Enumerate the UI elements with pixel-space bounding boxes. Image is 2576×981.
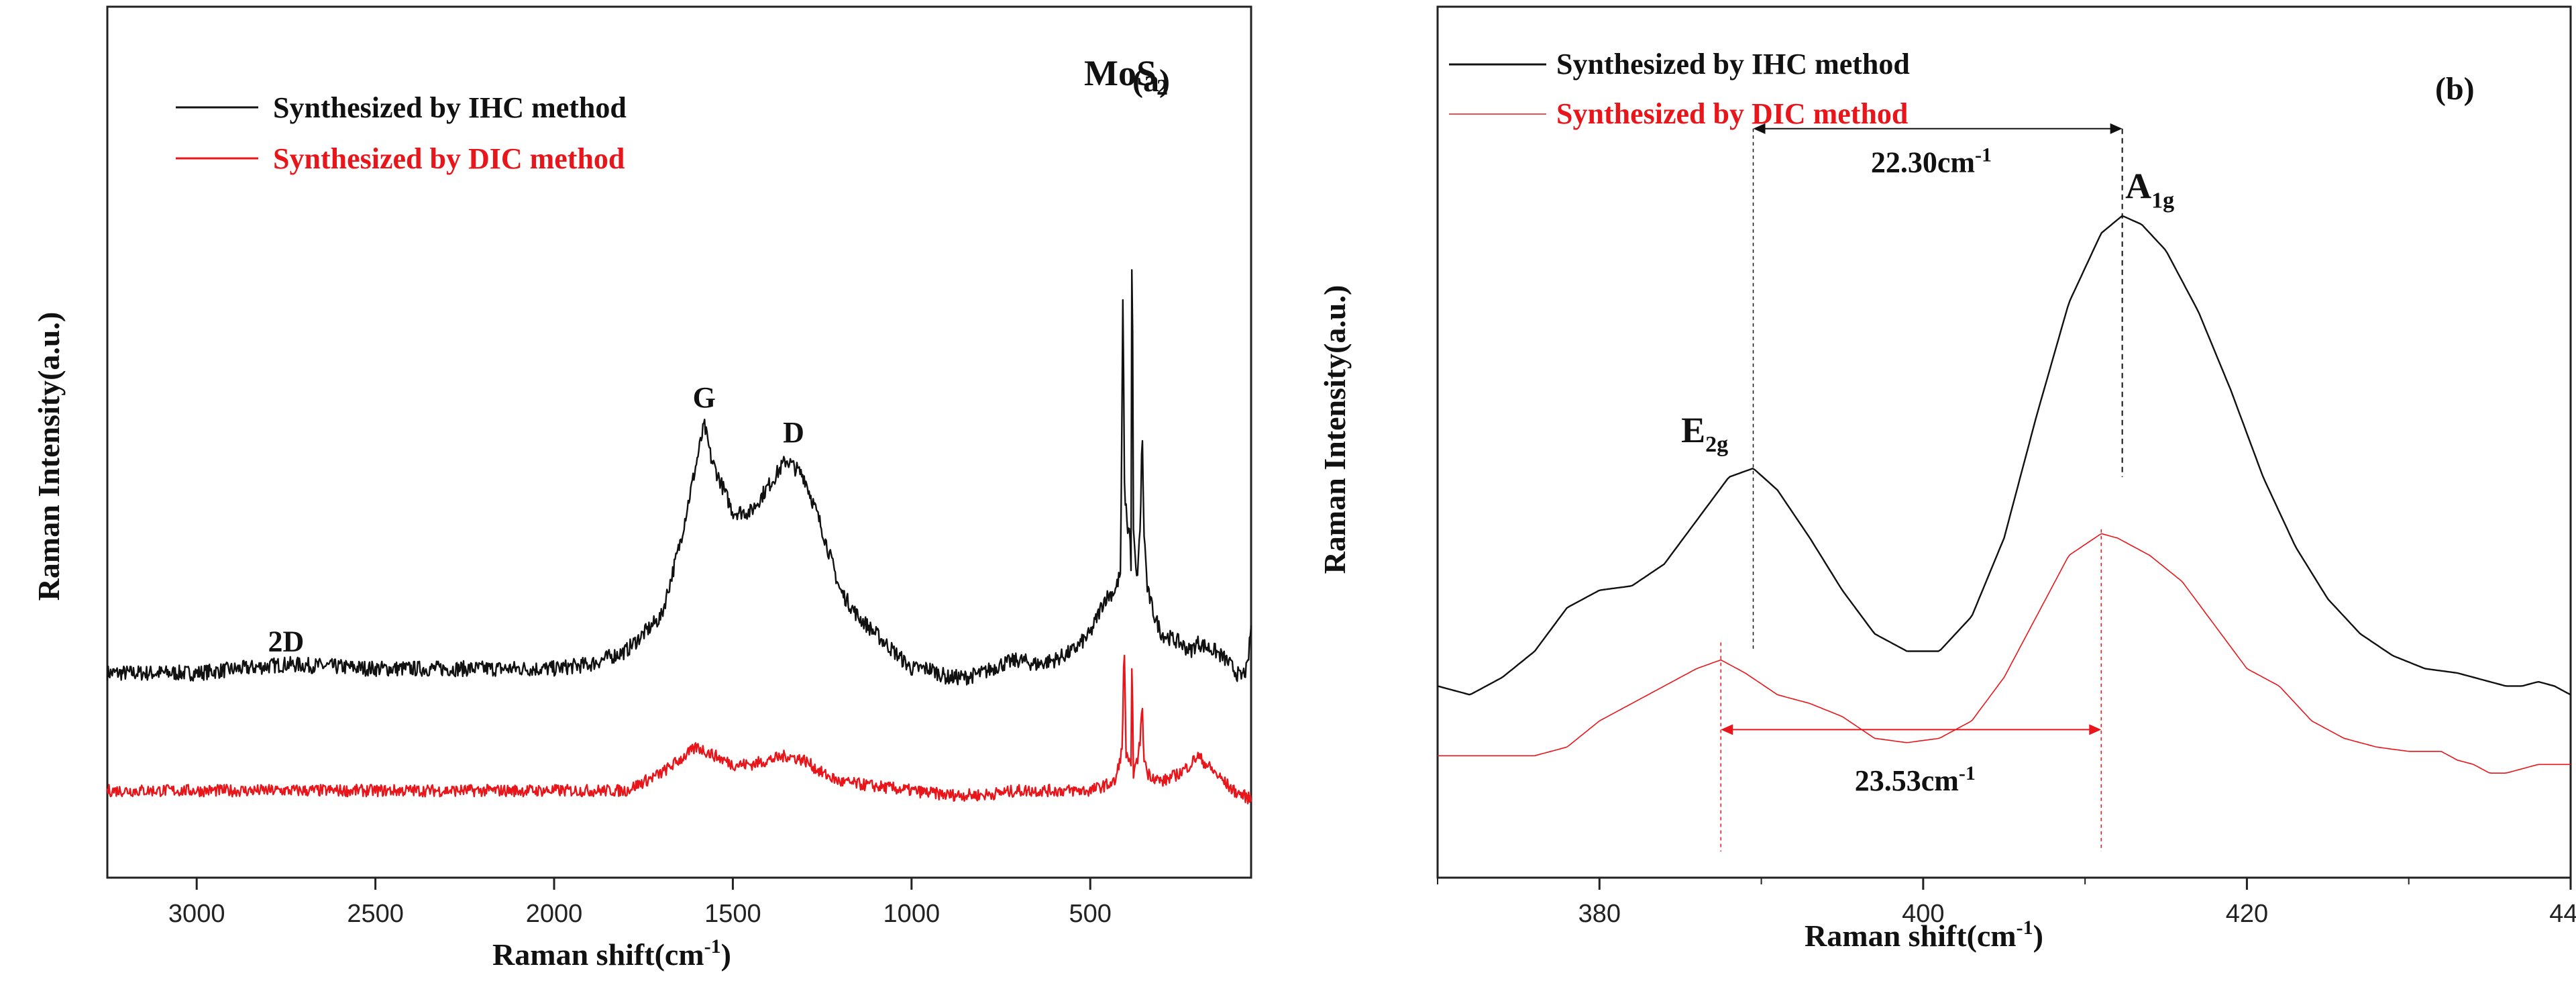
annotation-subscript: 1g	[2151, 189, 2174, 213]
annotation-text: 2D	[268, 625, 305, 658]
annotation-text: 22.30cm	[1871, 146, 1975, 179]
panel-b-legend: Synthesized by IHC method Synthesized by…	[1449, 48, 1910, 130]
panel-a-y-axis-label: Raman Intensity(a.u.)	[32, 312, 66, 601]
legend-label-ihc: Synthesized by IHC method	[273, 91, 627, 124]
annotation-label: D	[783, 416, 804, 449]
annotation-label: 22.30cm-1	[1871, 144, 1992, 179]
annotation-label: 2D	[268, 625, 305, 658]
legend-label-dic: Synthesized by DIC method	[1556, 97, 1908, 130]
x-tick-label: 2000	[526, 900, 583, 928]
annotation-text: D	[783, 416, 804, 449]
legend-label-ihc: Synthesized by IHC method	[1556, 48, 1910, 81]
x-tick-label: 420	[2226, 900, 2268, 928]
annotation-subscript: 2g	[1705, 432, 1728, 457]
arrowhead-left-dic	[1721, 724, 1733, 735]
annotation-text: MoS	[1084, 53, 1157, 93]
annotation-subscript: 2	[1157, 75, 1168, 100]
x-tick-label: 400	[1902, 900, 1944, 928]
panel-b-plot-frame	[1436, 5, 2572, 879]
series-line-dic	[1438, 533, 2571, 774]
series-line-ihc	[106, 269, 1252, 686]
panel-b-y-axis-label: Raman Intensity(a.u.)	[1318, 285, 1352, 574]
panel-b-series	[1437, 215, 2571, 774]
panel-b-x-axis: 380 400 420 440	[1437, 878, 2576, 928]
panel-a-plot-frame	[106, 5, 1252, 879]
x-tick-label: 380	[1578, 900, 1621, 928]
x-tick-label: 2500	[347, 900, 404, 928]
legend-label-dic: Synthesized by DIC method	[273, 142, 625, 175]
annotation-label: A1g	[2125, 166, 2174, 213]
arrowhead-right-dic	[2089, 724, 2102, 735]
annotation-text: A	[2125, 166, 2151, 207]
annotation-superscript: -1	[1959, 762, 1976, 784]
panel-a-x-axis: 3000 2500 2000 1500 1000 500	[168, 878, 1112, 928]
annotation-label: MoS2	[1084, 53, 1168, 100]
annotation-superscript: -1	[1975, 144, 1992, 166]
x-tick-label: 1500	[704, 900, 761, 928]
arrowhead-left-ihc	[1753, 123, 1766, 134]
x-tick-label: 440	[2549, 900, 2576, 928]
annotation-text: E	[1681, 410, 1705, 450]
series-line-dic	[106, 654, 1252, 805]
annotation-text: G	[693, 381, 716, 414]
x-tick-label: 3000	[168, 900, 225, 928]
panel-a: 3000 2500 2000 1500 1000 500 2D G D MoS2 Synthes…	[32, 5, 1252, 972]
x-tick-label: 1000	[883, 900, 941, 928]
x-tick-label: 500	[1069, 900, 1112, 928]
panel-a-legend: Synthesized by IHC method Synthesized by…	[176, 91, 627, 175]
panel-a-label: (a)	[1132, 63, 1170, 99]
panel-a-annotations: 2D G D MoS2	[268, 53, 1169, 658]
annotation-text: 23.53cm	[1855, 764, 1959, 797]
panel-a-x-axis-label: Raman shift(cm-1)	[492, 935, 731, 972]
arrowhead-right-ihc	[2110, 123, 2123, 134]
panel-b-x-axis-label: Raman shift(cm-1)	[1805, 917, 2043, 953]
annotation-label: G	[693, 381, 716, 414]
annotation-label: E2g	[1681, 410, 1728, 457]
panel-a-series	[106, 269, 1252, 805]
series-line-ihc	[1437, 215, 2571, 696]
annotation-label: 23.53cm-1	[1855, 762, 1976, 797]
panel-b-label: (b)	[2435, 71, 2475, 107]
